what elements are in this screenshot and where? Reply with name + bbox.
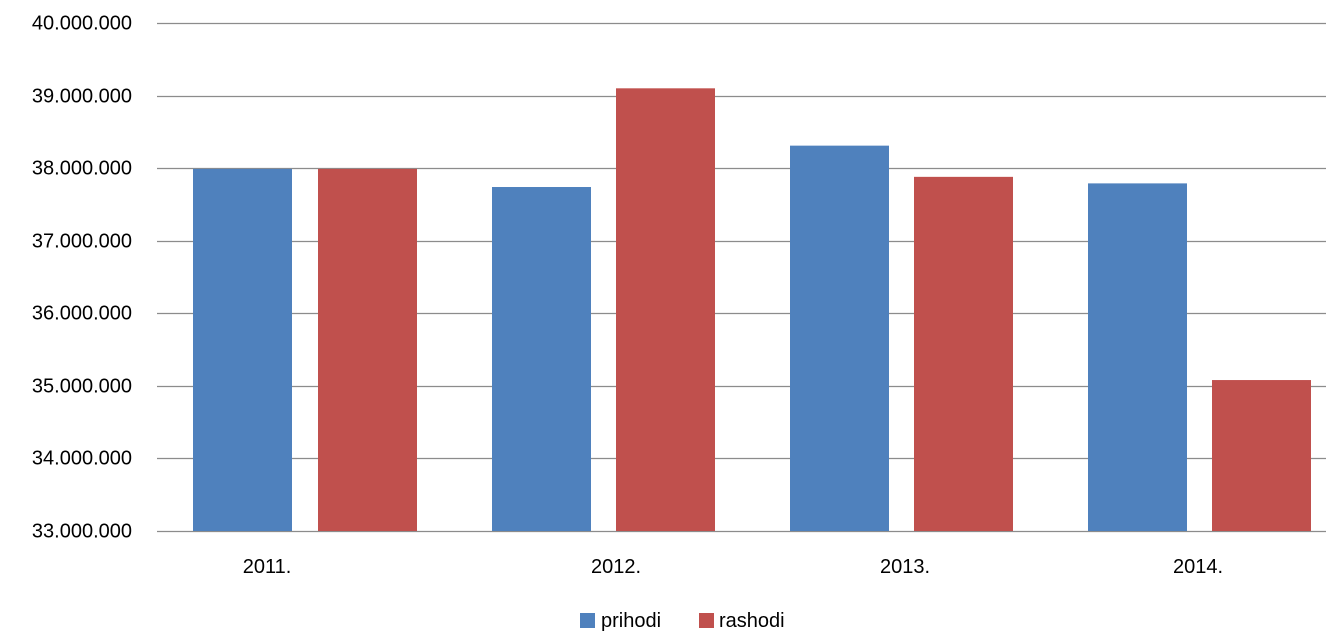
bar-rashodi-2 bbox=[914, 176, 1013, 531]
bar-prihodi-0 bbox=[193, 168, 292, 531]
x-tick-label: 2012. bbox=[591, 556, 641, 578]
y-tick-label: 35.000.000 bbox=[32, 376, 132, 398]
legend-swatch-rashodi bbox=[699, 613, 714, 628]
bars bbox=[193, 88, 1311, 532]
legend: prihodi rashodi bbox=[580, 610, 785, 632]
y-tick-label: 34.000.000 bbox=[32, 448, 132, 470]
bar-rashodi-3 bbox=[1212, 380, 1311, 531]
y-tick-label: 40.000.000 bbox=[32, 13, 132, 35]
bar-rashodi-0 bbox=[318, 168, 417, 531]
y-axis-ticks: 33.000.000 34.000.000 35.000.000 36.000.000… bbox=[32, 13, 132, 543]
legend-swatch-prihodi bbox=[580, 613, 595, 628]
x-tick-label: 2013. bbox=[880, 556, 930, 578]
bar-prihodi-3 bbox=[1088, 183, 1187, 531]
legend-label-rashodi: rashodi bbox=[719, 610, 785, 632]
y-tick-label: 39.000.000 bbox=[32, 86, 132, 108]
y-tick-label: 38.000.000 bbox=[32, 158, 132, 180]
bar-prihodi-1 bbox=[492, 187, 591, 532]
bar-prihodi-2 bbox=[790, 145, 889, 531]
y-tick-label: 36.000.000 bbox=[32, 303, 132, 325]
x-tick-label: 2011. bbox=[243, 556, 292, 578]
y-tick-label: 33.000.000 bbox=[32, 521, 132, 543]
legend-label-prihodi: prihodi bbox=[601, 610, 661, 632]
x-axis-ticks: 2011. 2012. 2013. 2014. bbox=[243, 556, 1223, 578]
x-tick-label: 2014. bbox=[1173, 556, 1223, 578]
y-tick-label: 37.000.000 bbox=[32, 231, 132, 253]
bar-rashodi-1 bbox=[616, 88, 715, 532]
